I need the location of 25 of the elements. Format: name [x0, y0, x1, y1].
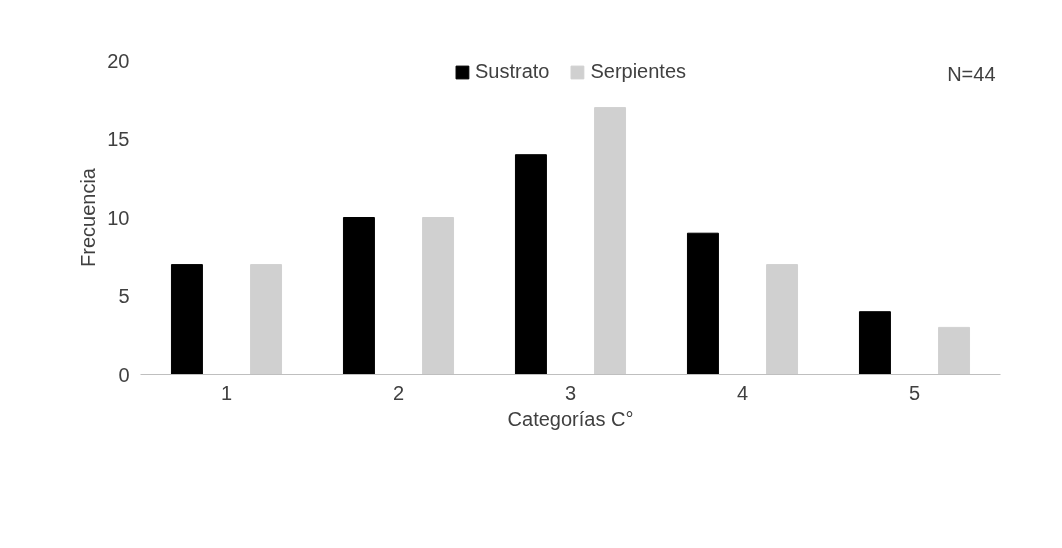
x-tick-label: 5 — [908, 381, 921, 404]
annotation: N=44 — [947, 62, 996, 85]
legend-label: Serpientes — [590, 60, 687, 83]
x-tick-label: 4 — [736, 381, 749, 404]
bar — [594, 107, 627, 375]
bar — [342, 217, 375, 375]
x-tick-label: 1 — [220, 381, 233, 404]
bar — [858, 311, 891, 375]
bar — [170, 264, 203, 375]
x-axis-title: Categorías C° — [507, 407, 634, 430]
bar — [766, 264, 799, 375]
bar — [938, 326, 971, 375]
x-tick-label: 3 — [564, 381, 577, 404]
bar — [514, 154, 547, 375]
bar — [250, 264, 283, 375]
y-tick-label: 0 — [118, 363, 130, 386]
y-tick-label: 10 — [107, 206, 130, 229]
x-tick-label: 2 — [392, 381, 405, 404]
y-tick-label: 5 — [118, 285, 130, 307]
y-tick-label: 15 — [107, 128, 130, 150]
y-axis-title: Frecuencia — [77, 167, 100, 267]
bar — [422, 217, 455, 375]
y-tick-label: 20 — [107, 49, 130, 72]
legend-label: Sustrato — [474, 60, 550, 83]
bar — [686, 232, 719, 375]
